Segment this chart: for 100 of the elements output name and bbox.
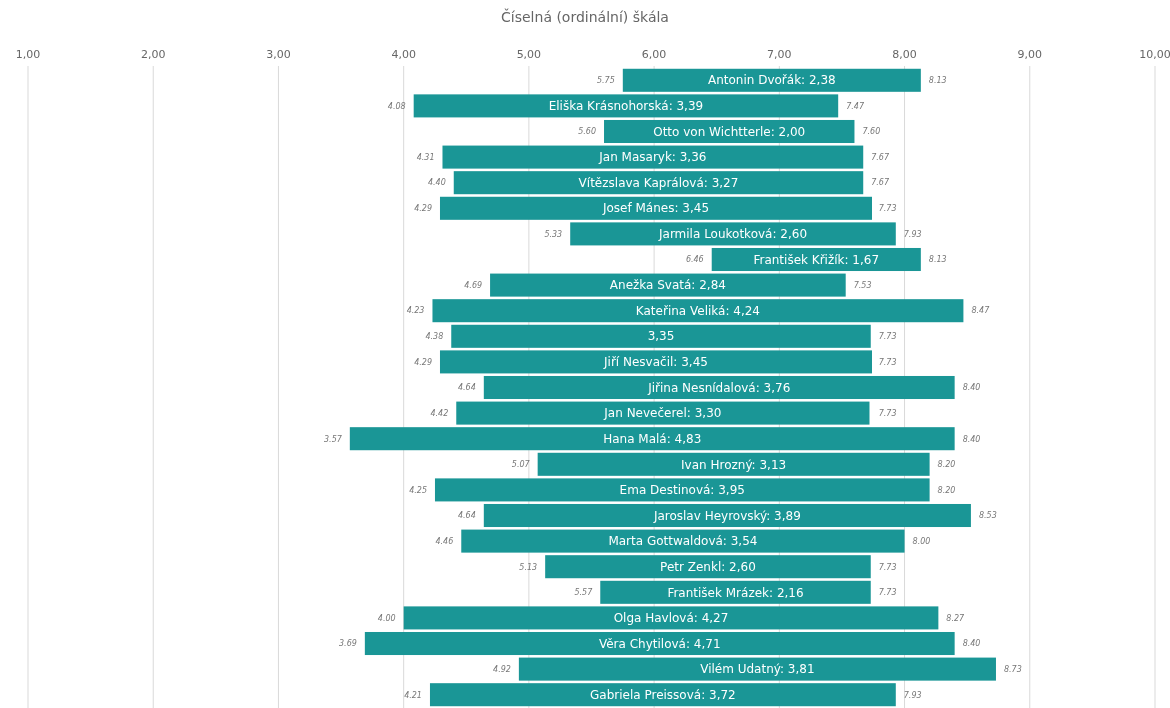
- data-label: Marta Gottwaldová: 3,54: [608, 534, 758, 549]
- x-tick-label: 9,00: [1017, 48, 1043, 61]
- annotation: 7.53: [853, 280, 872, 290]
- x-tick-label: 5,00: [516, 48, 542, 61]
- bar: [483, 503, 971, 528]
- bar: [600, 580, 871, 604]
- x-tick-label: 6,00: [641, 48, 667, 61]
- annotation: 5.07: [511, 460, 531, 470]
- data-label: Jarmila Loukotková: 2,60: [657, 227, 808, 242]
- bar: [439, 350, 872, 374]
- data-label: Jiří Nesvačil: 3,45: [603, 355, 708, 370]
- annotation: 7.93: [903, 229, 922, 239]
- annotation: 4.29: [414, 204, 432, 214]
- annotation: 8.00: [912, 536, 931, 546]
- data-label: Antonin Dvořák: 2,38: [707, 73, 836, 88]
- annotation: 8.40: [962, 383, 981, 393]
- annotation: 5.57: [574, 588, 594, 598]
- annotation: 4.46: [435, 536, 454, 546]
- data-label: Vítězslava Kaprálová: 3,27: [578, 175, 739, 190]
- annotation: 8.40: [962, 639, 981, 649]
- data-label: Olga Havlová: 4,27: [613, 611, 729, 626]
- annotation: 5.75: [596, 76, 615, 86]
- bar: [349, 427, 955, 451]
- annotation: 4.42: [430, 408, 449, 418]
- annotation: 8.40: [962, 434, 981, 444]
- bar: [429, 683, 896, 707]
- x-tick-label: 3,00: [266, 48, 291, 61]
- annotation: 4.40: [427, 178, 446, 188]
- annotation: 5.13: [519, 562, 538, 572]
- annotation: 5.33: [544, 229, 563, 239]
- bar: [403, 606, 939, 630]
- data-label: Jaroslav Heyrovský: 3,89: [652, 508, 801, 523]
- data-label: Jan Masaryk: 3,36: [598, 150, 707, 165]
- annotation: 8.13: [928, 255, 947, 265]
- bar: [364, 631, 955, 656]
- bar: [453, 171, 864, 195]
- annotation: 7.73: [878, 357, 897, 367]
- data-label: Josef Mánes: 3,45: [601, 201, 710, 216]
- bar: [451, 324, 871, 348]
- annotation: 4.25: [409, 485, 427, 495]
- bar: [461, 529, 905, 553]
- data-label: Věra Chytilová: 4,71: [598, 636, 721, 651]
- annotation: 7.73: [878, 332, 897, 342]
- annotation: 4.31: [416, 152, 435, 162]
- bar: [570, 222, 896, 246]
- data-label: 3,35: [647, 329, 675, 344]
- bar: [456, 401, 870, 425]
- bar: [439, 196, 872, 220]
- data-label: Ivan Hrozný: 3,13: [681, 457, 787, 472]
- bar: [622, 68, 921, 92]
- annotation: 3.69: [339, 639, 357, 649]
- x-tick-label: 4,00: [391, 48, 416, 61]
- annotation: 4.64: [458, 383, 476, 393]
- annotation: 8.20: [937, 460, 956, 470]
- x-tick-label: 10,00: [1139, 48, 1170, 61]
- annotation: 7.60: [862, 127, 881, 137]
- data-label: Hana Malá: 4,83: [603, 431, 702, 446]
- annotation: 8.47: [971, 306, 991, 316]
- annotation: 8.20: [937, 485, 956, 495]
- bar: [545, 555, 871, 579]
- annotation: 8.53: [978, 511, 997, 521]
- annotation: 7.67: [871, 152, 890, 162]
- annotation: 7.93: [903, 690, 922, 700]
- data-label: Gabriela Preissová: 3,72: [590, 687, 736, 702]
- annotation: 8.73: [1003, 664, 1022, 674]
- annotation: 5.60: [578, 127, 597, 137]
- x-tick-label: 1,00: [15, 48, 41, 61]
- annotation: 7.73: [878, 588, 897, 598]
- bar: [518, 657, 996, 681]
- annotation: 7.47: [846, 101, 865, 111]
- bar: [432, 299, 964, 323]
- data-label: Kateřina Veliká: 4,24: [635, 303, 761, 318]
- annotation: 4.69: [464, 280, 483, 290]
- annotation: 4.08: [387, 101, 406, 111]
- annotation: 3.57: [324, 434, 343, 444]
- data-label: Eliška Krásnohorská: 3,39: [548, 99, 704, 114]
- data-label: Otto von Wichtterle: 2,00: [653, 124, 806, 139]
- annotation: 7.73: [878, 204, 897, 214]
- bar: [413, 94, 839, 118]
- annotation: 7.67: [871, 178, 890, 188]
- annotation: 8.27: [946, 613, 966, 623]
- x-tick-label: 2,00: [140, 48, 166, 61]
- data-label: Petr Zenkl: 2,60: [660, 559, 756, 574]
- x-tick-label: 7,00: [767, 48, 792, 61]
- data-label: Jiřina Nesnídalová: 3,76: [647, 380, 791, 395]
- annotation: 4.38: [425, 332, 444, 342]
- annotation: 7.73: [878, 408, 897, 418]
- bar: [537, 452, 930, 476]
- annotation: 4.29: [414, 357, 432, 367]
- bar: [442, 145, 864, 169]
- data-label: Jan Nevečerel: 3,30: [603, 406, 722, 421]
- data-label: Vilém Udatný: 3,81: [700, 662, 815, 677]
- data-label: Ema Destinová: 3,95: [619, 483, 745, 498]
- annotation: 4.23: [406, 306, 425, 316]
- bar: [434, 478, 930, 502]
- annotation: 6.46: [685, 255, 704, 265]
- annotation: 4.64: [458, 511, 476, 521]
- bar: [490, 273, 846, 297]
- annotation: 8.13: [928, 76, 947, 86]
- bar: [483, 375, 955, 400]
